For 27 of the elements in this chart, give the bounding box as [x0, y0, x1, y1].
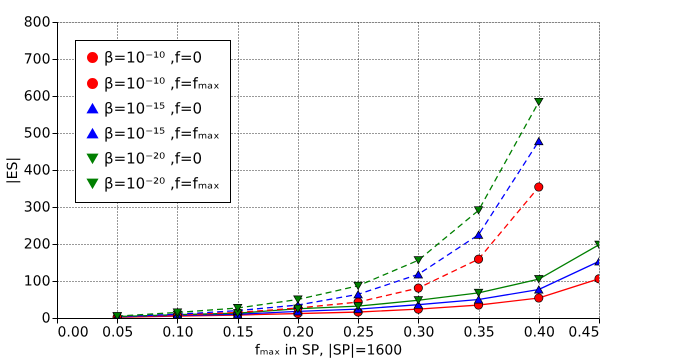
x-tick-label: 0.20	[282, 324, 314, 340]
x-tick-label: 0.00	[58, 324, 89, 340]
legend-label: β=10⁻¹⁰ ,f=fₘₐₓ	[104, 74, 220, 92]
x-tick-label: 0.15	[222, 324, 254, 340]
x-tick-label: 0.25	[343, 324, 374, 340]
x-tick-label: 0.45	[568, 324, 600, 340]
legend-label: β=10⁻¹⁰ ,f=0	[104, 48, 202, 66]
y-tick-label: 800	[24, 14, 50, 30]
y-tick-label: 0	[42, 310, 50, 326]
x-axis-title: fₘₐₓ in SP, |SP|=1600	[254, 342, 402, 358]
y-tick-label: 400	[24, 162, 50, 178]
x-tick-label: 0.05	[102, 324, 134, 340]
legend-label: β=10⁻¹⁵ ,f=0	[104, 100, 202, 118]
x-tick-label: 0.40	[524, 324, 555, 340]
y-axis-title: |ES|	[4, 156, 21, 184]
y-tick-label: 600	[24, 88, 50, 104]
x-tick-label: 0.30	[403, 324, 434, 340]
y-tick-label: 700	[24, 52, 50, 68]
y-tick-label: 200	[24, 236, 50, 252]
y-tick-label: 100	[24, 274, 50, 290]
y-tick-label: 300	[24, 200, 50, 216]
legend-label: β=10⁻²⁰ ,f=fₘₐₓ	[104, 174, 220, 192]
x-tick-label: 0.10	[162, 324, 194, 340]
y-tick-label: 500	[24, 126, 50, 142]
legend-label: β=10⁻²⁰ ,f=0	[104, 150, 202, 168]
x-tick-label: 0.35	[463, 324, 495, 340]
legend-label: β=10⁻¹⁵ ,f=fₘₐₓ	[104, 124, 220, 142]
